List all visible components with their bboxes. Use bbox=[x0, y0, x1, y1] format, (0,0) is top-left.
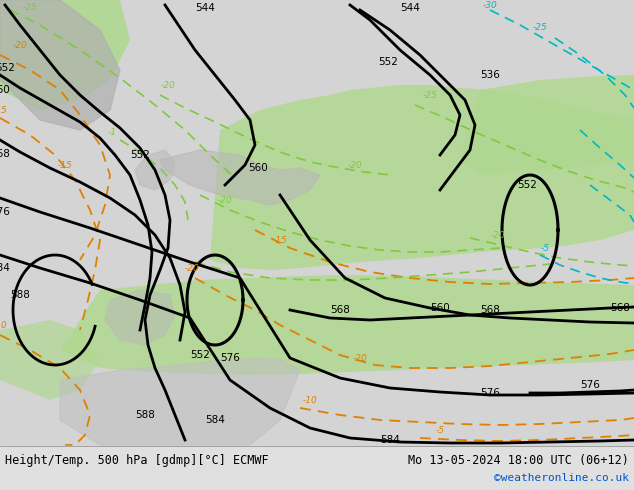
Text: -20: -20 bbox=[353, 353, 367, 363]
Polygon shape bbox=[0, 0, 130, 110]
Text: -5: -5 bbox=[436, 425, 444, 435]
Text: -15: -15 bbox=[273, 236, 287, 245]
Polygon shape bbox=[60, 358, 300, 445]
Text: 584: 584 bbox=[380, 435, 400, 445]
Text: Mo 13-05-2024 18:00 UTC (06+12): Mo 13-05-2024 18:00 UTC (06+12) bbox=[408, 454, 629, 466]
Text: 560: 560 bbox=[248, 163, 268, 173]
Polygon shape bbox=[160, 150, 320, 205]
Text: 576: 576 bbox=[480, 388, 500, 398]
Text: -20: -20 bbox=[13, 41, 27, 49]
Text: 560: 560 bbox=[430, 303, 450, 313]
Text: -20: -20 bbox=[491, 230, 505, 240]
Text: -15: -15 bbox=[0, 105, 8, 115]
Text: 544: 544 bbox=[400, 3, 420, 13]
Polygon shape bbox=[460, 75, 634, 175]
Text: 588: 588 bbox=[135, 410, 155, 420]
Text: -10: -10 bbox=[0, 320, 8, 329]
Text: 544: 544 bbox=[195, 3, 215, 13]
Text: 584: 584 bbox=[0, 263, 10, 273]
Text: 552: 552 bbox=[0, 63, 15, 73]
Text: -10: -10 bbox=[302, 395, 318, 405]
Text: -20: -20 bbox=[184, 264, 199, 272]
Text: -15: -15 bbox=[58, 161, 72, 170]
Polygon shape bbox=[0, 446, 634, 490]
Text: 568: 568 bbox=[330, 305, 350, 315]
Text: 576: 576 bbox=[580, 380, 600, 390]
Text: 552: 552 bbox=[190, 350, 210, 360]
Text: 552: 552 bbox=[378, 57, 398, 67]
Polygon shape bbox=[0, 0, 120, 130]
Text: -20: -20 bbox=[217, 196, 233, 204]
Text: -25: -25 bbox=[533, 24, 547, 32]
Text: -25: -25 bbox=[423, 91, 437, 99]
Text: Height/Temp. 500 hPa [gdmp][°C] ECMWF: Height/Temp. 500 hPa [gdmp][°C] ECMWF bbox=[5, 454, 269, 466]
Text: 552: 552 bbox=[130, 150, 150, 160]
Text: 576: 576 bbox=[0, 207, 10, 217]
Polygon shape bbox=[60, 275, 634, 375]
Text: 568: 568 bbox=[610, 303, 630, 313]
Text: 560: 560 bbox=[0, 85, 10, 95]
Polygon shape bbox=[0, 0, 634, 445]
Polygon shape bbox=[105, 290, 175, 345]
Text: 568: 568 bbox=[0, 149, 10, 159]
Text: 588: 588 bbox=[10, 290, 30, 300]
Text: ©weatheronline.co.uk: ©weatheronline.co.uk bbox=[494, 473, 629, 483]
Text: 536: 536 bbox=[480, 70, 500, 80]
Text: 584: 584 bbox=[205, 415, 225, 425]
Text: -20: -20 bbox=[160, 80, 176, 90]
Text: -5: -5 bbox=[541, 244, 550, 252]
Text: -25: -25 bbox=[23, 3, 37, 13]
Text: -30: -30 bbox=[482, 0, 498, 9]
Polygon shape bbox=[210, 85, 634, 270]
Text: -1: -1 bbox=[108, 127, 117, 137]
Text: 568: 568 bbox=[480, 305, 500, 315]
Polygon shape bbox=[135, 150, 175, 190]
Text: 552: 552 bbox=[517, 180, 537, 190]
Polygon shape bbox=[0, 320, 100, 400]
Text: -20: -20 bbox=[347, 161, 363, 170]
Text: 576: 576 bbox=[220, 353, 240, 363]
